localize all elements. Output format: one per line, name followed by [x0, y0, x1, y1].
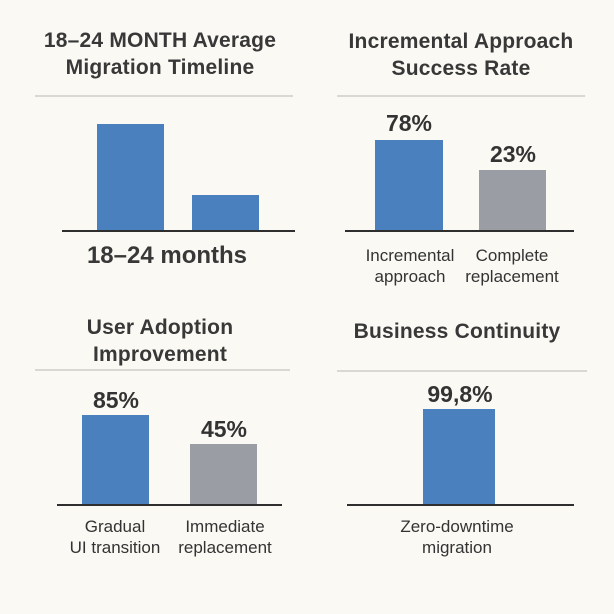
- bar-value-label: 45%: [200, 416, 248, 442]
- bar-immediate-replacement: [190, 444, 257, 505]
- bar-incremental-approach: [375, 140, 443, 231]
- x-axis-line: [345, 230, 574, 232]
- category-label-line2: UI transition: [69, 538, 161, 557]
- title-divider: [35, 95, 293, 97]
- panel-title-line1: Business Continuity: [353, 320, 561, 343]
- bar-value-label: 23%: [489, 141, 537, 167]
- bar-value-label: 78%: [385, 110, 433, 136]
- panel-title: 18–24 MONTH Average Migration Timeline: [20, 27, 300, 81]
- category-label: Immediate replacement: [155, 516, 295, 558]
- panel-title-line1: User Adoption: [86, 316, 234, 339]
- category-label-line1: Zero-downtime: [400, 517, 514, 536]
- category-label-line2: migration: [422, 538, 492, 557]
- category-label-line1: Gradual: [84, 517, 146, 536]
- title-divider: [337, 370, 587, 372]
- bar-value-label: 85%: [92, 387, 140, 413]
- panel-title: User Adoption Improvement: [20, 314, 300, 368]
- panel-title-line2: Improvement: [92, 343, 228, 366]
- x-axis-line: [57, 504, 282, 506]
- category-label-line1: Incremental: [365, 246, 455, 265]
- title-divider: [35, 369, 290, 371]
- category-label-line1: Complete: [475, 246, 549, 265]
- bar-zero-downtime-migration: [423, 409, 495, 505]
- category-label-line2: approach: [374, 267, 446, 286]
- bar-complete-replacement: [479, 170, 546, 231]
- category-label-line1: Immediate: [185, 517, 265, 536]
- bar-gradual-ui-transition: [82, 415, 149, 505]
- x-axis-line: [347, 504, 574, 506]
- category-label: Gradual UI transition: [45, 516, 185, 558]
- panel-title-line1: 18–24 MONTH Average: [43, 29, 277, 52]
- panel-title: Business Continuity: [337, 318, 577, 345]
- timeline-bar-short: [192, 195, 259, 231]
- bar-value-label: 99,8%: [427, 381, 493, 407]
- panel-title-line2: Migration Timeline: [65, 56, 255, 79]
- panel-title-line2: Success Rate: [391, 57, 531, 80]
- timeline-bar-tall: [97, 124, 164, 231]
- panel-title: Incremental Approach Success Rate: [337, 28, 585, 82]
- axis-label: 18–24 months: [86, 242, 248, 269]
- category-label: Complete replacement: [445, 245, 579, 287]
- category-label: Incremental approach: [343, 245, 477, 287]
- title-divider: [337, 95, 585, 97]
- x-axis-line: [62, 230, 295, 232]
- category-label-line2: replacement: [178, 538, 272, 557]
- panel-title-line1: Incremental Approach: [348, 30, 574, 53]
- category-label: Zero-downtime migration: [377, 516, 537, 558]
- category-label-line2: replacement: [465, 267, 559, 286]
